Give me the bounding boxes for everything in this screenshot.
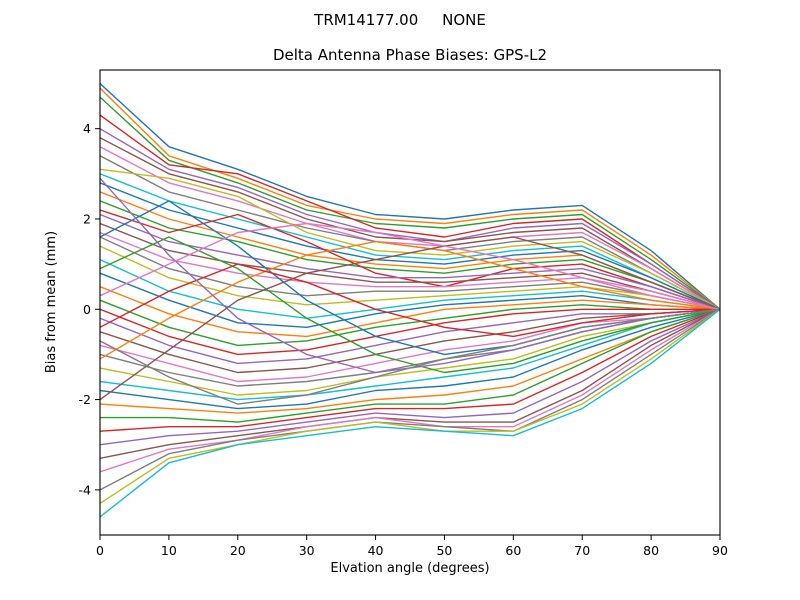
series-line [100, 114, 720, 310]
series-line [100, 308, 720, 459]
x-tick-label: 10 [161, 543, 177, 558]
chart-title: Delta Antenna Phase Biases: GPS-L2 [273, 46, 547, 64]
series-line [100, 222, 720, 310]
x-axis-label: Elvation angle (degrees) [330, 561, 489, 576]
y-axis-label: Bias from mean (mm) [44, 231, 59, 373]
x-tick-label: 20 [230, 543, 246, 558]
series-line [100, 236, 720, 374]
series-line [100, 308, 720, 410]
axes-spines [99, 69, 721, 536]
y-tick-label: -2 [79, 392, 91, 407]
x-tick-label: 50 [436, 543, 452, 558]
series-line [100, 308, 720, 356]
x-tick-label: 90 [712, 543, 728, 558]
series-line [100, 173, 720, 310]
series-line [100, 299, 720, 347]
series-line [100, 308, 720, 491]
series-line [100, 128, 720, 310]
y-tick-label: 0 [83, 302, 91, 317]
series-line [100, 200, 720, 310]
figure-suptitle: TRM14177.00 NONE [313, 11, 486, 29]
series-group [100, 82, 720, 518]
series-line [100, 308, 720, 401]
x-tick-label: 0 [96, 543, 104, 558]
series-line [100, 182, 720, 310]
x-tick-label: 60 [505, 543, 521, 558]
series-line [100, 308, 720, 432]
series-line [100, 308, 720, 504]
series-line [100, 286, 720, 338]
y-tick-label: 2 [83, 211, 91, 226]
series-line [100, 231, 720, 310]
series-line [100, 308, 720, 383]
series-line [100, 222, 720, 310]
series-line [100, 96, 720, 310]
series-line [100, 146, 720, 310]
series-line [100, 308, 720, 405]
x-tick-label: 30 [299, 543, 315, 558]
x-tick-label: 40 [368, 543, 384, 558]
series-line [100, 272, 720, 328]
series-line [100, 308, 720, 374]
axes-group: 0 10 20 30 40 50 60 70 80 90 -4 -2 0 2 4 [79, 121, 728, 558]
series-line [100, 87, 720, 310]
series-line [100, 308, 720, 423]
series-line [100, 308, 720, 473]
series-line [100, 308, 720, 518]
x-tick-label: 80 [643, 543, 659, 558]
series-line [100, 240, 720, 360]
x-tick-label: 70 [574, 543, 590, 558]
series-line [100, 263, 720, 338]
y-tick-label: -4 [79, 482, 92, 497]
y-tick-label: 4 [83, 121, 91, 136]
series-line [100, 236, 720, 401]
series-line [100, 308, 720, 446]
series-line [100, 82, 720, 310]
series-line [100, 308, 720, 414]
series-line [100, 308, 720, 396]
series-line [100, 308, 720, 365]
